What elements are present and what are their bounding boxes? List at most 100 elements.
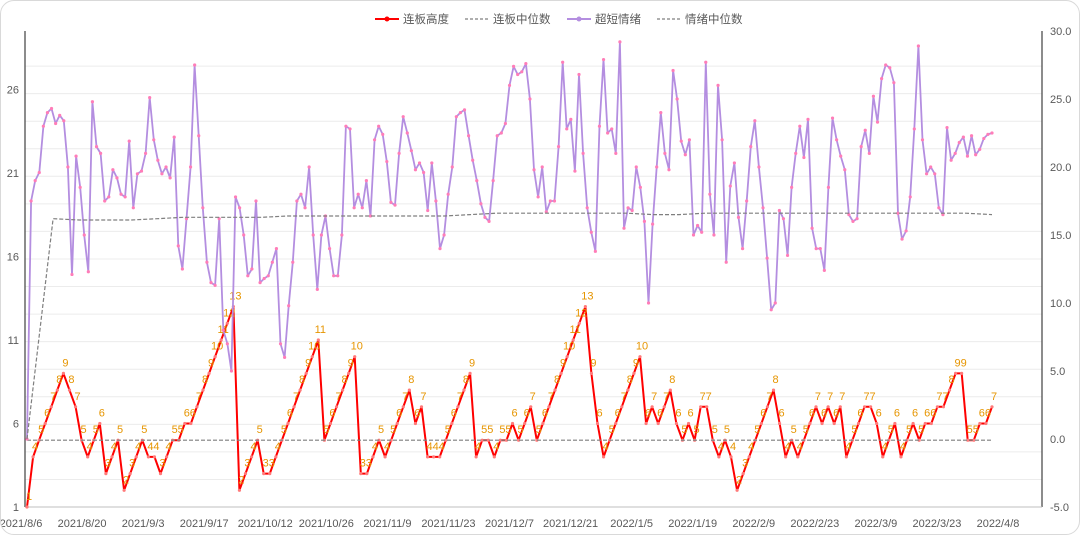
data-label: 7 xyxy=(74,391,80,403)
sentiment-point xyxy=(929,165,933,169)
board-height-point xyxy=(152,455,157,459)
sentiment-point xyxy=(266,274,270,278)
sentiment-point xyxy=(933,172,937,176)
data-label: 9 xyxy=(955,357,961,369)
x-tick-label: 2021/8/20 xyxy=(58,518,107,530)
board-height-point xyxy=(747,455,751,459)
board-height-point xyxy=(347,371,351,375)
sentiment-point xyxy=(168,176,172,180)
sentiment-point xyxy=(340,233,344,237)
sentiment-point xyxy=(311,233,315,237)
x-tick-label: 2022/2/23 xyxy=(790,518,839,530)
board-height-point xyxy=(632,371,636,375)
sentiment-point xyxy=(900,237,904,241)
sentiment-point xyxy=(667,168,671,172)
board-height-point xyxy=(213,355,217,359)
data-label: 7 xyxy=(335,391,341,403)
board-height-point xyxy=(899,455,903,459)
sentiment-point xyxy=(274,247,279,251)
sentiment-point xyxy=(99,151,103,155)
sentiment-point xyxy=(986,132,990,136)
data-label: 4 xyxy=(475,441,481,453)
board-height-point xyxy=(359,471,363,476)
data-label: 7 xyxy=(936,391,942,403)
board-height-point xyxy=(699,405,703,409)
sentiment-point xyxy=(757,165,761,169)
sentiment-point xyxy=(54,121,58,126)
data-label: 6 xyxy=(645,407,651,419)
board-height-point xyxy=(929,421,933,426)
x-tick-label: 2022/2/9 xyxy=(732,518,775,530)
board-height-point xyxy=(510,421,515,426)
sentiment-point xyxy=(516,72,520,77)
board-height-point xyxy=(911,421,915,426)
data-label: 5 xyxy=(481,424,487,436)
sentiment-point xyxy=(176,244,180,248)
data-label: 4 xyxy=(882,441,888,453)
data-label: 5 xyxy=(117,424,123,436)
sentiment-point xyxy=(454,115,458,119)
sentiment-point xyxy=(708,192,712,196)
sentiment-point xyxy=(299,192,303,196)
sentiment-point xyxy=(969,134,974,138)
board-height-point xyxy=(729,455,733,459)
board-height-point xyxy=(304,371,308,375)
board-height-point xyxy=(984,421,988,426)
x-axis-ticks: 2021/8/6 2021/8/20 2021/9/3 2021/9/17 2021/1… xyxy=(1,518,1019,530)
sentiment-point xyxy=(160,172,164,176)
board-height-point xyxy=(104,471,108,476)
board-height-point xyxy=(438,455,442,459)
sentiment-point xyxy=(974,153,978,157)
data-label: 4 xyxy=(900,441,906,453)
sentiment-point xyxy=(417,161,422,165)
sentiment-point xyxy=(225,342,229,346)
sentiment-point xyxy=(287,304,291,308)
sentiment-point xyxy=(704,60,708,64)
board-height-point xyxy=(353,355,357,359)
sentiment-point xyxy=(879,77,884,81)
data-label: 6 xyxy=(675,407,681,419)
board-height-point xyxy=(292,405,296,409)
data-label: 7 xyxy=(663,391,669,403)
sentiment-point xyxy=(115,176,119,180)
board-height-point xyxy=(189,421,193,426)
sentiment-point xyxy=(794,151,798,155)
board-height-point xyxy=(55,388,59,392)
data-label: 5 xyxy=(518,424,524,436)
sentiment-point xyxy=(450,165,454,169)
board-height-point xyxy=(444,438,448,442)
board-height-point xyxy=(644,421,648,426)
sentiment-point xyxy=(405,131,409,135)
x-tick-label: 2022/1/5 xyxy=(610,518,653,530)
sentiment-point xyxy=(982,136,986,141)
series-line-sentiment-median xyxy=(26,212,993,440)
x-tick-label: 2021/9/17 xyxy=(180,518,229,530)
data-label: 7 xyxy=(50,391,56,403)
board-height-point xyxy=(43,421,47,426)
sentiment-point xyxy=(156,158,160,162)
data-label: 5 xyxy=(536,424,542,436)
board-height-point xyxy=(626,388,630,392)
board-height-point xyxy=(201,388,205,392)
board-height-point xyxy=(298,388,302,392)
x-tick-label: 2021/11/9 xyxy=(363,518,411,530)
board-height-point xyxy=(583,304,587,309)
data-label: 12 xyxy=(575,307,587,319)
data-label: 9 xyxy=(348,357,354,369)
board-height-point xyxy=(207,371,211,375)
sentiment-point xyxy=(835,138,839,142)
x-tick-label: 2021/10/26 xyxy=(299,518,354,530)
sentiment-point xyxy=(945,125,949,130)
data-label: 6 xyxy=(44,407,50,419)
board-height-point xyxy=(492,455,496,459)
left-tick-label: 21 xyxy=(7,168,19,180)
board-height-point xyxy=(717,455,721,459)
board-height-point xyxy=(334,405,339,409)
data-label: 7 xyxy=(863,391,869,403)
sentiment-point xyxy=(205,260,209,264)
board-height-point xyxy=(219,338,223,342)
sentiment-point xyxy=(728,184,732,188)
data-label: 8 xyxy=(299,374,305,386)
data-label: 7 xyxy=(700,391,706,403)
